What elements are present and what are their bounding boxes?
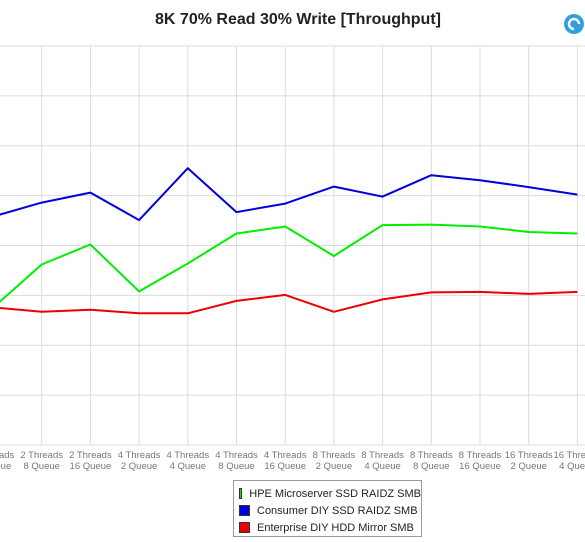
x-tick-label: 4 Threads 8 Queue (215, 450, 258, 472)
x-tick-label: 8 Threads 2 Queue (313, 450, 356, 472)
chart-title: 8K 70% Read 30% Write [Throughput] (155, 11, 441, 28)
x-tick-label: 8 Threads 4 Queue (361, 450, 404, 472)
legend-swatch-enterprise (239, 522, 250, 533)
x-tick-label: 2 Threads 16 Queue (69, 450, 112, 472)
x-tick-label: 2 Threads 8 Queue (20, 450, 63, 472)
legend-item-consumer: Consumer DIY SSD RAIDZ SMB (239, 502, 421, 519)
x-tick-label: 16 Threads 2 Queue (505, 450, 553, 472)
series-line-1 (0, 167, 578, 222)
legend-item-enterprise: Enterprise DIY HDD Mirror SMB (239, 519, 421, 536)
refresh-icon[interactable] (563, 13, 585, 35)
x-tick-label: 4 Threads 16 Queue (264, 450, 307, 472)
x-tick-label: 4 Threads 2 Queue (118, 450, 161, 472)
legend-label-hpe: HPE Microserver SSD RAIDZ SMB (249, 487, 421, 500)
legend: HPE Microserver SSD RAIDZ SMB Consumer D… (233, 480, 422, 537)
x-tick-label: 8 Threads 16 Queue (459, 450, 502, 472)
legend-item-hpe: HPE Microserver SSD RAIDZ SMB (239, 485, 421, 502)
legend-swatch-consumer (239, 505, 250, 516)
x-tick-label: 4 Threads 4 Queue (166, 450, 209, 472)
series-line-0 (0, 223, 578, 303)
legend-label-consumer: Consumer DIY SSD RAIDZ SMB (257, 504, 418, 517)
series-line-2 (0, 290, 578, 315)
x-tick-label: 8 Threads 8 Queue (410, 450, 453, 472)
legend-label-enterprise: Enterprise DIY HDD Mirror SMB (257, 521, 414, 534)
legend-swatch-hpe (239, 488, 243, 499)
